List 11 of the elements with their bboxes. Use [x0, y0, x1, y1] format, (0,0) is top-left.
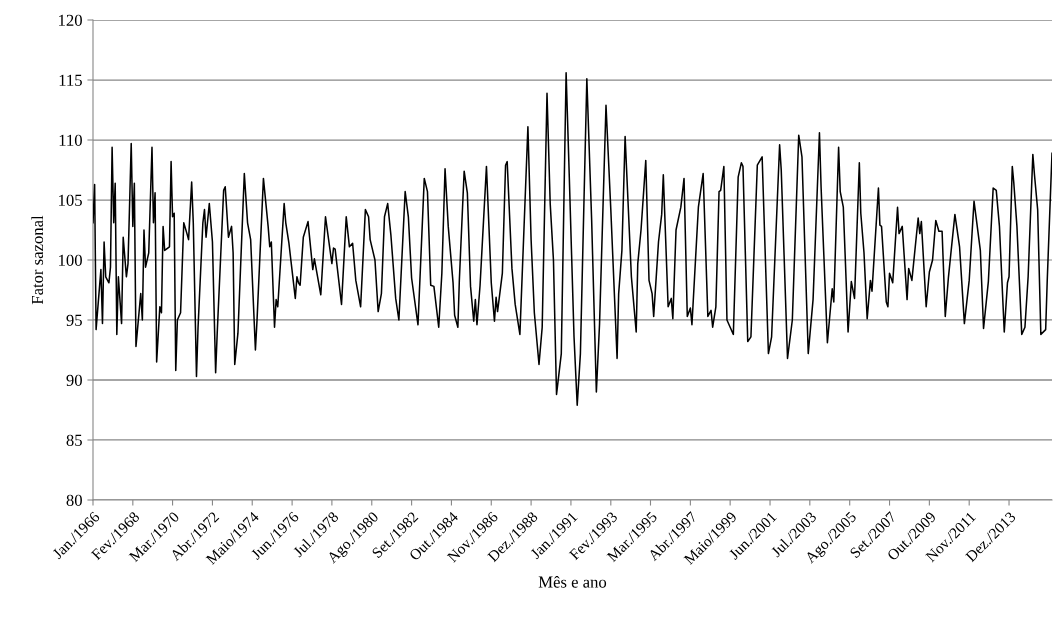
y-axis-title: Fator sazonal — [31, 215, 44, 305]
x-axis-title: Mês e ano — [538, 575, 607, 588]
y-tick-label: 115 — [59, 74, 82, 86]
y-tick-label: 85 — [66, 434, 82, 446]
y-tick-label: 110 — [59, 134, 82, 146]
y-tick-label: 100 — [59, 254, 82, 266]
y-tick-label: 80 — [66, 494, 82, 506]
y-tick-label: 90 — [66, 374, 82, 386]
y-tick-label: 105 — [59, 194, 82, 206]
y-tick-label: 95 — [66, 314, 82, 326]
y-tick-label: 120 — [59, 14, 82, 26]
